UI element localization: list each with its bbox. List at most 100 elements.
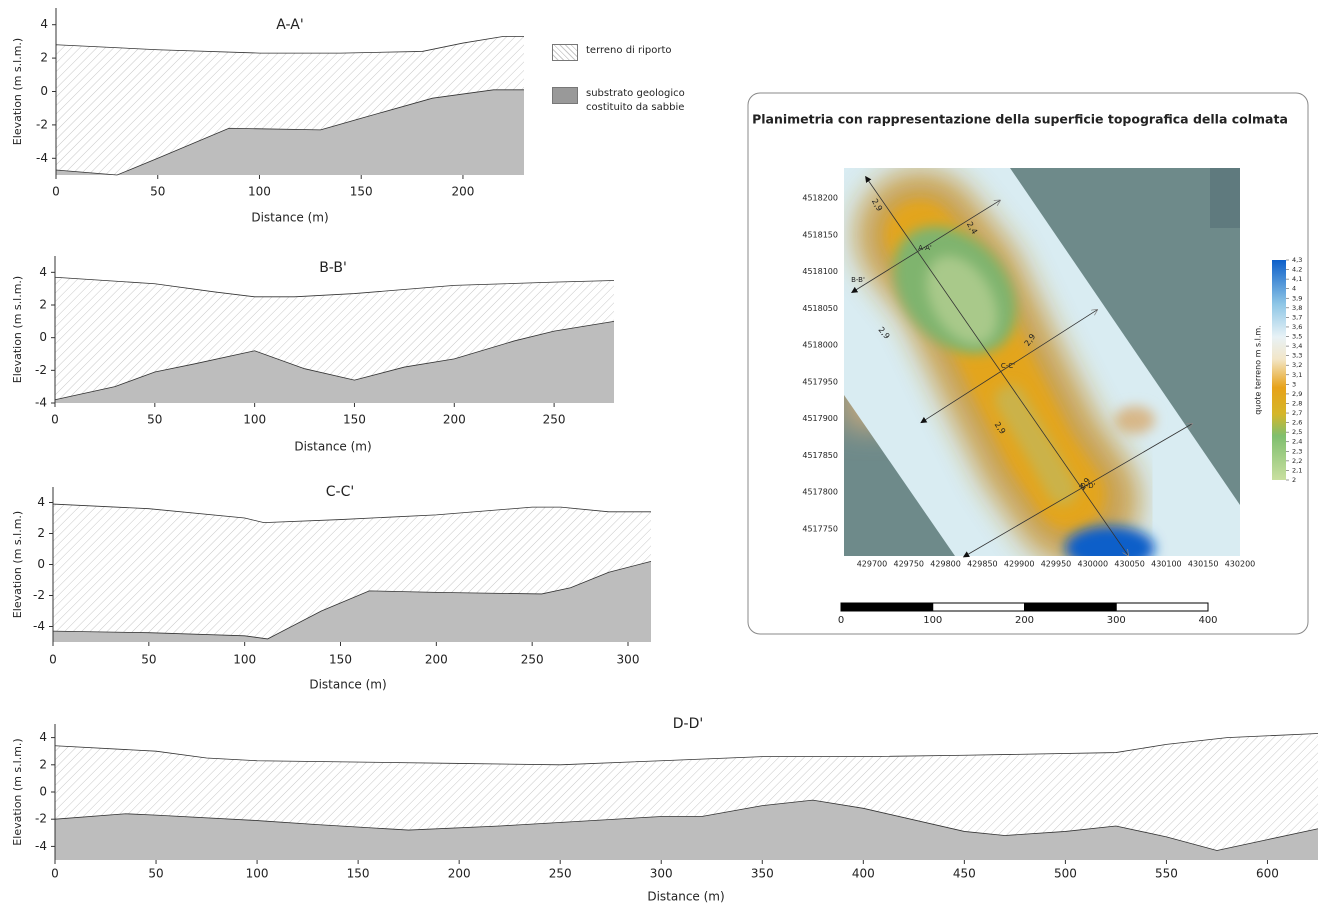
colorbar-tick-label: 3,6 bbox=[1292, 323, 1302, 331]
y-tick-label: 4 bbox=[37, 495, 45, 509]
colorbar-tick-label: 3,4 bbox=[1292, 342, 1302, 350]
scalebar-segment bbox=[1025, 603, 1117, 611]
y-tick-label: 0 bbox=[40, 84, 48, 98]
x-tick-label: 200 bbox=[443, 413, 466, 427]
colorbar-tick-label: 2,3 bbox=[1292, 447, 1302, 455]
legend-swatch bbox=[552, 87, 578, 104]
colorbar-tick-label: 2 bbox=[1292, 476, 1296, 484]
y-tick-label: 4518100 bbox=[802, 267, 838, 276]
y-tick-label: 2 bbox=[37, 526, 45, 540]
y-tick-label: -2 bbox=[36, 117, 48, 131]
x-tick-label: 150 bbox=[329, 653, 352, 667]
x-tick-label: 200 bbox=[425, 653, 448, 667]
y-tick-label: 4518200 bbox=[802, 194, 838, 203]
legend-swatch bbox=[552, 44, 578, 61]
colorbar-tick-label: 3,1 bbox=[1292, 371, 1302, 379]
y-tick-label: -4 bbox=[35, 396, 47, 410]
x-tick-label: 400 bbox=[852, 867, 875, 881]
colorbar-tick-label: 3,9 bbox=[1292, 294, 1302, 302]
x-tick-label: 500 bbox=[1054, 867, 1077, 881]
scalebar-label: 200 bbox=[1015, 615, 1034, 626]
legend-label: terreno di riporto bbox=[586, 44, 686, 58]
x-tick-label: 430150 bbox=[1188, 560, 1219, 569]
chart-title: B-B' bbox=[319, 260, 347, 276]
y-tick-label: 0 bbox=[39, 785, 47, 799]
y-tick-label: 0 bbox=[37, 557, 45, 571]
x-axis-label: Distance (m) bbox=[251, 211, 328, 225]
scalebar-segment bbox=[841, 603, 933, 611]
y-tick-label: 2 bbox=[39, 298, 47, 312]
x-tick-label: 150 bbox=[343, 413, 366, 427]
y-tick-label: -2 bbox=[35, 812, 47, 826]
page: -4-2024050100150200A-A'Distance (m)Eleva… bbox=[0, 0, 1320, 907]
colorbar-tick-label: 4 bbox=[1292, 285, 1296, 293]
x-tick-label: 430100 bbox=[1151, 560, 1182, 569]
x-tick-label: 429850 bbox=[967, 560, 998, 569]
x-tick-label: 0 bbox=[51, 413, 59, 427]
scalebar-label: 400 bbox=[1198, 615, 1217, 626]
colorbar-tick-label: 3,3 bbox=[1292, 352, 1302, 360]
x-tick-label: 100 bbox=[233, 653, 256, 667]
x-axis-label: Distance (m) bbox=[294, 440, 371, 454]
y-tick-label: -4 bbox=[33, 619, 45, 633]
y-axis-label: Elevation (m s.l.m.) bbox=[11, 276, 24, 383]
chart-title: A-A' bbox=[276, 17, 303, 33]
x-tick-label: 50 bbox=[148, 867, 163, 881]
y-tick-label: 4517800 bbox=[802, 488, 838, 497]
x-tick-label: 100 bbox=[248, 185, 271, 199]
x-tick-label: 100 bbox=[243, 413, 266, 427]
legend-entry: terreno di riporto bbox=[552, 44, 686, 61]
colorbar-tick-label: 2,1 bbox=[1292, 466, 1302, 474]
x-tick-label: 300 bbox=[617, 653, 640, 667]
colorbar-tick-label: 4,1 bbox=[1292, 275, 1302, 283]
colorbar-tick-label: 3 bbox=[1292, 380, 1296, 388]
scalebar-segment bbox=[1116, 603, 1208, 611]
y-axis-label: Elevation (m s.l.m.) bbox=[11, 511, 24, 618]
y-tick-label: -4 bbox=[35, 839, 47, 853]
legend-label: substrato geologico costituito da sabbie bbox=[586, 87, 686, 115]
x-tick-label: 150 bbox=[350, 185, 373, 199]
x-tick-label: 429950 bbox=[1041, 560, 1072, 569]
x-tick-label: 250 bbox=[521, 653, 544, 667]
x-tick-label: 429750 bbox=[893, 560, 924, 569]
legend: terreno di riporto substrato geologico co… bbox=[552, 44, 686, 141]
y-tick-label: -2 bbox=[33, 588, 45, 602]
x-tick-label: 430050 bbox=[1114, 560, 1145, 569]
y-tick-label: -2 bbox=[35, 363, 47, 377]
y-tick-label: 4 bbox=[40, 17, 48, 31]
x-tick-label: 0 bbox=[52, 185, 60, 199]
x-axis-label: Distance (m) bbox=[309, 678, 386, 692]
y-tick-label: 4518150 bbox=[802, 230, 838, 239]
x-tick-label: 50 bbox=[150, 185, 165, 199]
colorbar-tick-label: 4,2 bbox=[1292, 266, 1302, 274]
colorbar-tick-label: 2,7 bbox=[1292, 409, 1302, 417]
y-tick-label: 4 bbox=[39, 265, 47, 279]
chart-title: D-D' bbox=[673, 716, 703, 732]
chart-title: C-C' bbox=[326, 484, 354, 500]
x-tick-label: 429900 bbox=[1004, 560, 1035, 569]
colorbar-tick-label: 4,3 bbox=[1292, 256, 1302, 264]
y-tick-label: 4517900 bbox=[802, 414, 838, 423]
y-tick-label: 4 bbox=[39, 730, 47, 744]
colorbar-tick-label: 2,4 bbox=[1292, 438, 1302, 446]
colorbar-tick-label: 2,5 bbox=[1292, 428, 1302, 436]
x-tick-label: 430200 bbox=[1225, 560, 1256, 569]
scalebar-label: 300 bbox=[1107, 615, 1126, 626]
section-label: B-B' bbox=[851, 276, 865, 284]
colorbar-tick-label: 2,6 bbox=[1292, 419, 1302, 427]
x-tick-label: 430000 bbox=[1078, 560, 1109, 569]
colorbar-tick-label: 2,9 bbox=[1292, 390, 1302, 398]
section-label: C-C' bbox=[1001, 362, 1015, 370]
x-tick-label: 250 bbox=[549, 867, 572, 881]
x-tick-label: 429700 bbox=[857, 560, 888, 569]
x-tick-label: 50 bbox=[147, 413, 162, 427]
scalebar-segment bbox=[933, 603, 1025, 611]
scalebar-label: 0 bbox=[838, 615, 844, 626]
colorbar-tick-label: 3,2 bbox=[1292, 361, 1302, 369]
colorbar-tick-label: 3,8 bbox=[1292, 304, 1302, 312]
y-tick-label: 4517750 bbox=[802, 524, 838, 533]
x-tick-label: 150 bbox=[347, 867, 370, 881]
y-tick-label: -4 bbox=[36, 151, 48, 165]
heatmap bbox=[844, 168, 1240, 570]
map-title: Planimetria con rappresentazione della s… bbox=[752, 112, 1288, 127]
